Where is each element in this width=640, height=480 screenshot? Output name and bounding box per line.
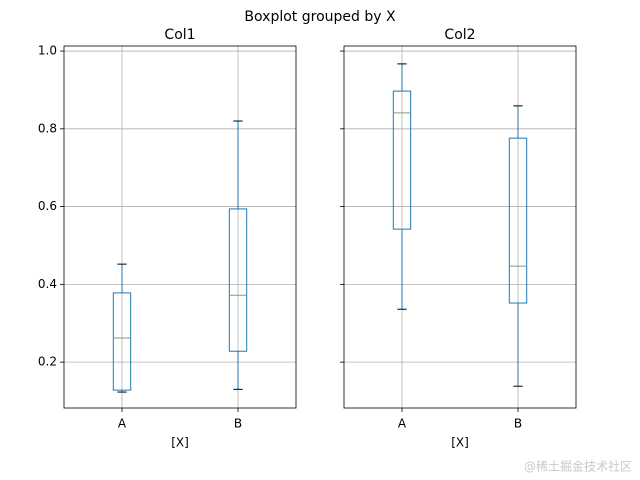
x-tick-label: B	[234, 417, 242, 431]
box	[112, 292, 132, 391]
box	[392, 90, 412, 230]
watermark: @稀土掘金技术社区	[524, 459, 632, 474]
figure-title: Boxplot grouped by X	[244, 9, 396, 25]
x-axis-label: [X]	[171, 436, 189, 450]
plot-frame	[63, 45, 297, 409]
x-tick-label: A	[398, 417, 407, 431]
x-tick-label: A	[118, 417, 127, 431]
box	[508, 137, 528, 304]
x-axis-label: [X]	[451, 436, 469, 450]
y-tick-label: 1.0	[38, 44, 57, 58]
subplot-title: Col2	[444, 27, 475, 43]
subplot-title: Col1	[164, 27, 195, 43]
plot-frame	[343, 45, 577, 409]
y-tick-label: 0.2	[38, 355, 57, 369]
y-tick-label: 0.8	[38, 121, 57, 135]
y-tick-label: 0.6	[38, 199, 57, 213]
y-tick-label: 0.4	[38, 277, 57, 291]
x-tick-label: B	[514, 417, 522, 431]
box	[228, 208, 248, 352]
